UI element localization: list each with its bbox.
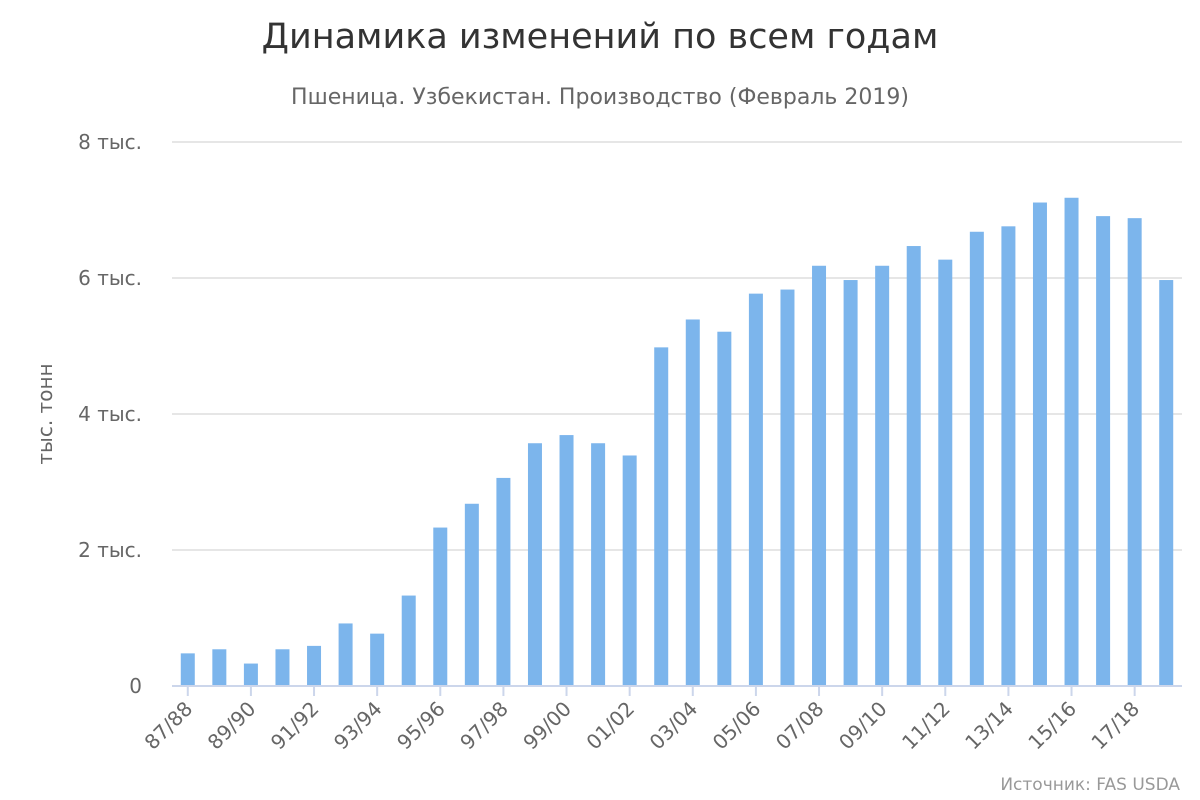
- x-tick-label: 07/08: [771, 697, 829, 755]
- bar-92-93[interactable]: [338, 623, 353, 686]
- bar-97-98[interactable]: [496, 477, 511, 686]
- bar-04-05[interactable]: [717, 331, 732, 686]
- chart-subtitle: Пшеница. Узбекистан. Производство (Февра…: [291, 85, 909, 110]
- y-tick-label: 4 тыс.: [78, 402, 142, 426]
- bar-02-03[interactable]: [654, 347, 669, 686]
- bar-99-00[interactable]: [559, 435, 574, 686]
- x-tick-label: 99/00: [518, 697, 576, 755]
- chart-title: Динамика изменений по всем годам: [262, 17, 939, 57]
- x-tick-label: 87/88: [140, 697, 198, 755]
- bar-18-19[interactable]: [1159, 280, 1174, 686]
- bar-95-96[interactable]: [433, 527, 448, 686]
- x-tick-label: 03/04: [645, 697, 703, 755]
- bar-94-95[interactable]: [401, 595, 416, 686]
- bar-91-92[interactable]: [307, 645, 322, 686]
- y-tick-label: 6 тыс.: [78, 266, 142, 290]
- y-axis-labels: 0 2 тыс. 4 тыс. 6 тыс. 8 тыс.: [78, 130, 142, 698]
- x-tick-label: 95/96: [392, 697, 450, 755]
- x-tick-label: 05/06: [708, 697, 766, 755]
- bar-12-13[interactable]: [969, 231, 984, 686]
- bar-06-07[interactable]: [780, 289, 795, 686]
- bar-88-89[interactable]: [212, 649, 227, 686]
- x-tick-label: 89/90: [203, 697, 261, 755]
- bar-08-09[interactable]: [843, 280, 858, 686]
- bar-11-12[interactable]: [938, 259, 953, 686]
- x-tick-label: 13/14: [960, 697, 1018, 755]
- bar-16-17[interactable]: [1096, 216, 1111, 686]
- bar-89-90[interactable]: [243, 663, 258, 686]
- bar-03-04[interactable]: [685, 319, 700, 686]
- x-axis-labels: 87/88 89/90 91/92 93/94 95/96 97/98 99/00 01/02…: [140, 697, 1145, 755]
- bar-87-88[interactable]: [180, 653, 195, 686]
- bar-01-02[interactable]: [622, 455, 637, 686]
- x-tick-label: 11/12: [897, 697, 955, 755]
- credits-text[interactable]: Источник: FAS USDA: [1000, 775, 1180, 795]
- x-tick-label: 15/16: [1023, 697, 1081, 755]
- bar-98-99[interactable]: [527, 443, 542, 686]
- x-tick-label: 01/02: [581, 697, 639, 755]
- bar-96-97[interactable]: [464, 503, 479, 686]
- y-axis-title: тыс. тонн: [33, 363, 57, 464]
- bar-93-94[interactable]: [370, 633, 385, 686]
- grid-lines: [172, 141, 1182, 551]
- y-tick-label: 0: [129, 674, 142, 698]
- bar-09-10[interactable]: [875, 265, 890, 686]
- bars: [180, 197, 1174, 687]
- x-axis: [172, 685, 1182, 696]
- y-tick-label: 2 тыс.: [78, 538, 142, 562]
- x-tick-label: 97/98: [455, 697, 513, 755]
- bar-07-08[interactable]: [812, 265, 827, 686]
- bar-00-01[interactable]: [591, 443, 606, 686]
- bar-15-16[interactable]: [1064, 197, 1079, 686]
- bar-05-06[interactable]: [748, 293, 763, 686]
- bar-14-15[interactable]: [1032, 202, 1047, 686]
- bar-10-11[interactable]: [906, 246, 921, 687]
- x-tick-label: 09/10: [834, 697, 892, 755]
- x-tick-label: 91/92: [266, 697, 324, 755]
- bar-17-18[interactable]: [1127, 218, 1142, 686]
- y-tick-label: 8 тыс.: [78, 130, 142, 154]
- bar-13-14[interactable]: [1001, 226, 1016, 686]
- bar-90-91[interactable]: [275, 649, 290, 686]
- x-tick-label: 17/18: [1086, 697, 1144, 755]
- x-tick-label: 93/94: [329, 697, 387, 755]
